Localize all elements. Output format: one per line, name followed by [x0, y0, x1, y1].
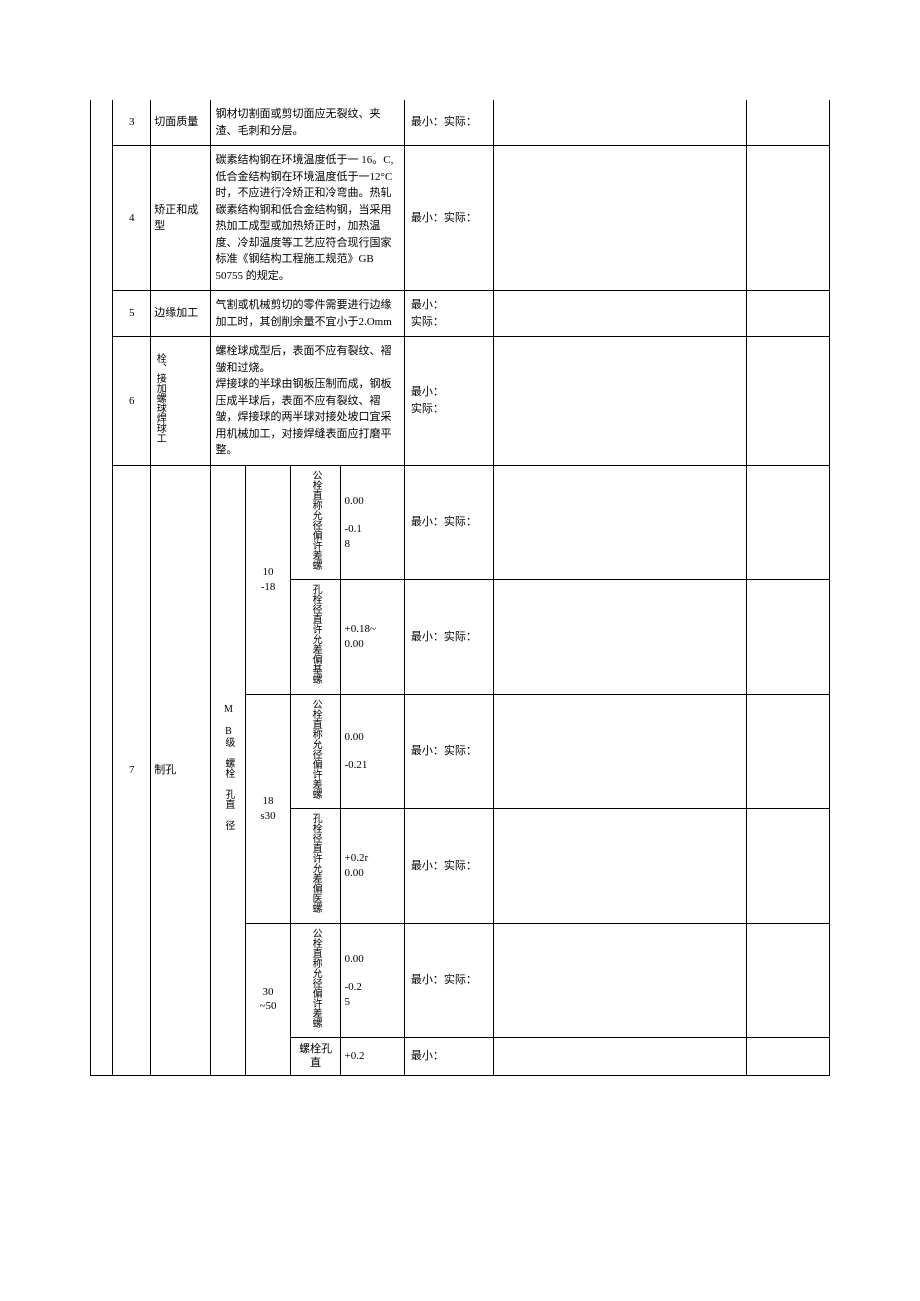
blank-cell — [493, 580, 747, 695]
table-row: 3 切面质量 钢材切割面或剪切面应无裂纹、夹渣、毛刺和分层。 最小：实际： — [91, 100, 830, 146]
spec-table: 3 切面质量 钢材切割面或剪切面应无裂纹、夹渣、毛刺和分层。 最小：实际： 4 … — [90, 100, 830, 1076]
tolerance-value: 0.00 -0.2 5 — [341, 923, 404, 1038]
table-row: 7 制孔 M B级 螺栓 孔直 径 10 -18 公栓直称允径偏许差螺 0.00… — [91, 465, 830, 580]
row-number: 5 — [113, 291, 151, 337]
tolerance-label: 公栓直称允径偏许差螺 — [290, 923, 341, 1038]
row-req: 最小：实际： — [404, 465, 493, 580]
blank-cell — [747, 100, 830, 146]
row-req: 最小：实际： — [404, 580, 493, 695]
row-name: 切面质量 — [151, 100, 211, 146]
row-desc: 钢材切割面或剪切面应无裂纹、夹渣、毛刺和分层。 — [211, 100, 404, 146]
tolerance-label: 孔栓径直许允差偏医螺 — [290, 809, 341, 924]
tolerance-value: 0.00 -0.21 — [341, 694, 404, 809]
tolerance-label: 孔栓径直许允差偏基螺 — [290, 580, 341, 695]
row-req: 最小：实际： — [404, 809, 493, 924]
tolerance-value: +0.2r 0.00 — [341, 809, 404, 924]
row-number: 6 — [113, 337, 151, 466]
row-number: 3 — [113, 100, 151, 146]
row-number: 4 — [113, 146, 151, 291]
blank-cell — [747, 809, 830, 924]
blank-cell — [493, 291, 747, 337]
row-name: 边缘加工 — [151, 291, 211, 337]
row-number: 7 — [113, 465, 151, 1075]
table-row: 5 边缘加工 气割或机械剪切的零件需要进行边缘加工时，其创削余量不宜小于2.Om… — [91, 291, 830, 337]
vertical-label: 公栓直称允径偏许差螺 — [310, 928, 321, 1028]
blank-cell — [493, 1038, 747, 1076]
row-desc: 气割或机械剪切的零件需要进行边缘加工时，其创削余量不宜小于2.Omm — [211, 291, 404, 337]
row-req: 最小： — [404, 1038, 493, 1076]
blank-cell — [747, 923, 830, 1038]
row-desc: 碳素结构钢在环境温度低于一 16。C,低合金结构钢在环境温度低于一12°C 时，… — [211, 146, 404, 291]
category-stub — [91, 100, 113, 1075]
blank-cell — [747, 291, 830, 337]
blank-cell — [493, 100, 747, 146]
range-label: 18 s30 — [246, 694, 290, 923]
page: 3 切面质量 钢材切割面或剪切面应无裂纹、夹渣、毛刺和分层。 最小：实际： 4 … — [0, 0, 920, 1156]
table-row: 4 矫正和成型 碳素结构钢在环境温度低于一 16。C,低合金结构钢在环境温度低于… — [91, 146, 830, 291]
table-row: 6 栓、接加螺球焊球工 螺栓球成型后，表面不应有裂纹、褶皱和过烧。 焊接球的半球… — [91, 337, 830, 466]
range-label: 10 -18 — [246, 465, 290, 694]
row-req: 最小：实际： — [404, 146, 493, 291]
blank-cell — [493, 465, 747, 580]
tolerance-value: +0.18~ 0.00 — [341, 580, 404, 695]
tolerance-label: 螺栓孔直 — [290, 1038, 341, 1076]
vertical-label: 公栓直称允径偏许差螺 — [310, 470, 321, 570]
tolerance-value: 0.00 -0.1 8 — [341, 465, 404, 580]
row-req: 最小：实际： — [404, 694, 493, 809]
row-req: 最小： 实际： — [404, 337, 493, 466]
vertical-label: M B级 螺栓 孔直 径 — [223, 704, 234, 830]
row-name: 制孔 — [151, 465, 211, 1075]
blank-cell — [747, 694, 830, 809]
range-label: 30 ~50 — [246, 923, 290, 1075]
group-label: M B级 螺栓 孔直 径 — [211, 465, 246, 1075]
blank-cell — [747, 580, 830, 695]
blank-cell — [493, 694, 747, 809]
vertical-label: 公栓直称允径偏许差螺 — [310, 699, 321, 799]
row-desc: 螺栓球成型后，表面不应有裂纹、褶皱和过烧。 焊接球的半球由钢板压制而成，钢板压成… — [211, 337, 404, 466]
blank-cell — [493, 923, 747, 1038]
blank-cell — [747, 146, 830, 291]
vertical-label: 栓、接加螺球焊球工 — [154, 353, 165, 443]
blank-cell — [493, 809, 747, 924]
blank-cell — [747, 337, 830, 466]
row-req: 最小：实际： — [404, 100, 493, 146]
vertical-label: 孔栓径直许允差偏医螺 — [310, 813, 321, 913]
tolerance-value: +0.2 — [341, 1038, 404, 1076]
blank-cell — [747, 1038, 830, 1076]
blank-cell — [747, 465, 830, 580]
vertical-label: 孔栓径直许允差偏基螺 — [310, 584, 321, 684]
row-name: 栓、接加螺球焊球工 — [151, 337, 211, 466]
tolerance-label: 公栓直称允径偏许差螺 — [290, 465, 341, 580]
row-req: 最小：实际： — [404, 923, 493, 1038]
blank-cell — [493, 146, 747, 291]
row-name: 矫正和成型 — [151, 146, 211, 291]
blank-cell — [493, 337, 747, 466]
tolerance-label: 公栓直称允径偏许差螺 — [290, 694, 341, 809]
row-req: 最小： 实际： — [404, 291, 493, 337]
